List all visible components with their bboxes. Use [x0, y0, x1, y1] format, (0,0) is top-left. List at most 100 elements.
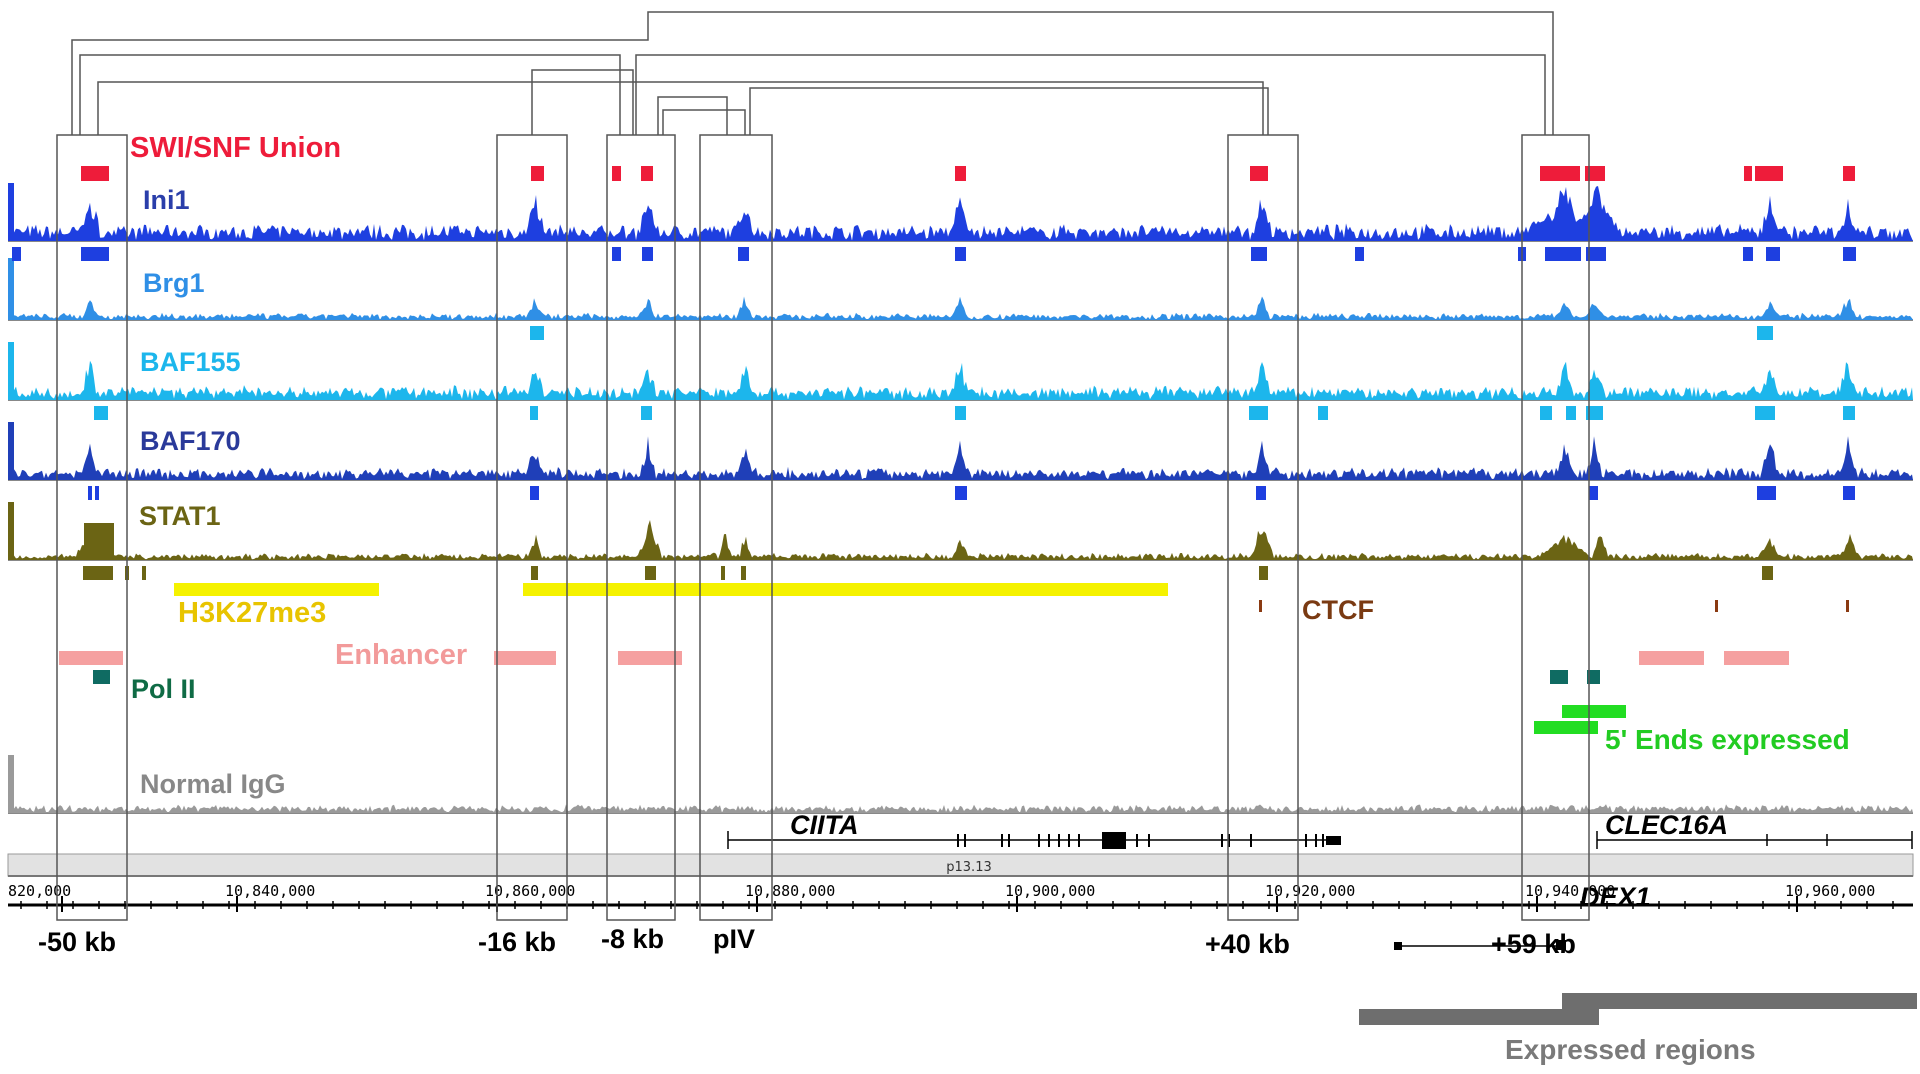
ciita-exon [1008, 834, 1010, 847]
enhancer-peak [494, 651, 556, 665]
clec16a-gene-name: CLEC16A [1605, 810, 1728, 840]
expressed-regions: Expressed regions [1359, 993, 1917, 1065]
ini1-peak [612, 247, 621, 261]
axis-tick-label: 820,000 [8, 882, 71, 900]
baf155-peak [1843, 406, 1855, 420]
swisnf-peak [1250, 166, 1268, 181]
h3k27me3-label: H3K27me3 [178, 597, 326, 629]
arc-minus50-plus59 [71, 11, 1554, 135]
ini1-peak [1743, 247, 1753, 261]
ciita-exon [964, 834, 966, 847]
h3k27me3-peak [174, 583, 379, 596]
ciita-gene-name: CIITA [790, 810, 859, 840]
chrom-band-label: p13.13 [946, 860, 991, 875]
stat1-peak [142, 566, 146, 580]
baf170-peak [1757, 486, 1776, 500]
baf155-label: BAF155 [140, 347, 241, 377]
baf170-peak [1843, 486, 1855, 500]
region-label-plus59: +59 kb [1491, 929, 1576, 959]
ciita-exon [1326, 836, 1341, 845]
baf155-peak [1755, 406, 1775, 420]
ini1-peak [642, 247, 653, 261]
h3k27me3-peak [523, 583, 1168, 596]
swisnf-peak [612, 166, 621, 181]
region-box [56, 134, 128, 921]
swisnf-peak [81, 166, 109, 181]
region-label-plus40: +40 kb [1205, 929, 1290, 959]
polii-peak [1550, 670, 1568, 684]
baf155-peak [955, 406, 966, 420]
brg1-signal [8, 296, 1913, 320]
ciita-exon [1048, 834, 1050, 847]
peak-calls [12, 166, 1856, 734]
brg1-peak [1757, 326, 1773, 340]
region-box [1521, 134, 1590, 921]
stat1-peak [645, 566, 656, 580]
ciita-exon [1102, 832, 1126, 849]
polii-peak [1587, 670, 1600, 684]
igg-signal [8, 804, 1913, 813]
interaction-arcs [71, 11, 1554, 135]
swisnf-peak [1744, 166, 1752, 181]
ini1-peak [12, 247, 21, 261]
ciita-exon [1305, 834, 1307, 847]
region-label-minus50: -50 kb [38, 927, 116, 957]
enhancer-peak [59, 651, 123, 665]
polii-label: Pol II [131, 674, 196, 704]
stat1-label: STAT1 [139, 501, 221, 531]
dex1-exon [1556, 940, 1566, 950]
igg-label: Normal IgG [140, 769, 286, 799]
expressed-region-bar [1359, 1009, 1599, 1025]
brg1-label: Brg1 [143, 268, 205, 298]
baf170-peak [530, 486, 539, 500]
ciita-exons [957, 832, 1341, 849]
ctcf-peak [1715, 600, 1718, 612]
ctcf-peak [1259, 600, 1262, 612]
expressed-region-bar [1562, 993, 1917, 1009]
coordinate-axis: 820,000 10,840,000 10,860,000 10,880,000 10,… [8, 882, 1913, 912]
ciita-exon [1148, 834, 1150, 847]
ctcf-peak [1846, 600, 1849, 612]
ciita-exon [1038, 834, 1040, 847]
fiveends-peak [1534, 721, 1598, 734]
baf170-scale-bar [8, 422, 14, 480]
swisnf-peak [955, 166, 966, 181]
baf170-signal [8, 436, 1913, 480]
ini1-scale-bar [8, 183, 14, 241]
swisnf-peak [1585, 166, 1605, 181]
stat1-peak [531, 566, 538, 580]
arc-minus8-piv [657, 96, 728, 135]
stat1-peak [83, 566, 113, 580]
baf155-signal [8, 360, 1913, 400]
ciita-exon [957, 834, 959, 847]
baf155-peak [641, 406, 652, 420]
region-label-piv: pIV [713, 924, 755, 954]
fiveends-peak [1562, 705, 1626, 718]
stat1-peak [721, 566, 725, 580]
baf170-peak [88, 486, 92, 500]
ciita-exon [1250, 834, 1252, 847]
arc-minus50-plus40 [97, 81, 1264, 135]
arc-minus16-minus8 [531, 69, 634, 135]
signal-tracks [8, 183, 1913, 813]
arc-minus50-minus8 [79, 54, 621, 135]
axis-tick-label: 10,900,000 [1005, 882, 1095, 900]
ini1-peak [738, 247, 749, 261]
arc-minus8-piv-2 [662, 109, 746, 135]
fiveends-label: 5' Ends expressed [1605, 724, 1850, 755]
ini1-peak [1355, 247, 1364, 261]
stat1-scale-bar [8, 502, 14, 560]
ciita-exon [1058, 834, 1060, 847]
baf170-label: BAF170 [140, 426, 241, 456]
ctcf-label: CTCF [1302, 595, 1374, 625]
ini1-peak [1586, 247, 1606, 261]
dex1-gene-name: DEX1 [1580, 882, 1651, 912]
swisnf-label: SWI/SNF Union [130, 132, 341, 164]
axis-tick-label: 10,860,000 [485, 882, 575, 900]
dex1-exon [1394, 942, 1402, 950]
axis-tick-label: 10,880,000 [745, 882, 835, 900]
ini1-peak [955, 247, 966, 261]
baf155-peak [1586, 406, 1603, 420]
enhancer-label: Enhancer [335, 639, 467, 671]
